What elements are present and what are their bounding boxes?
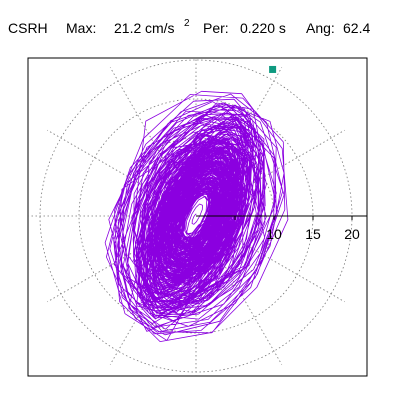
orbit-trace	[104, 90, 289, 342]
max-unit: cm/s	[145, 20, 175, 36]
station-code: CSRH	[8, 20, 48, 36]
tick-label-15: 15	[305, 226, 321, 242]
plot-frame	[27, 57, 368, 377]
tick-label-10: 10	[266, 226, 282, 242]
max-unit-exponent: 2	[184, 18, 190, 29]
period-value: 0.220 s	[240, 20, 286, 36]
period-label: Per:	[203, 20, 229, 36]
max-value: 21.2	[114, 20, 141, 36]
angle-label: Ang:	[306, 20, 335, 36]
grid-spoke-330	[229, 235, 345, 303]
tick-label-20: 20	[344, 226, 360, 242]
orbit-trace-group	[104, 90, 289, 342]
max-marker	[269, 65, 277, 73]
angle-value: 62.4	[343, 20, 370, 36]
radial-axis: 10 15 20	[196, 215, 367, 242]
max-label: Max:	[66, 20, 96, 36]
max-marker-group	[269, 65, 277, 73]
